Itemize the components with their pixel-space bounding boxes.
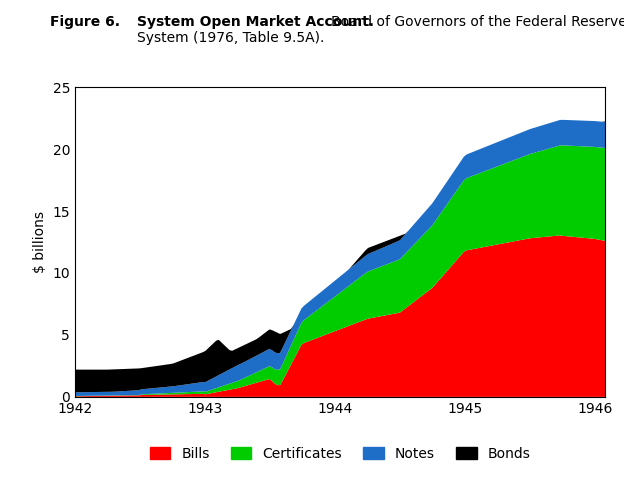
Text: Board of Governors of the Federal Reserve: Board of Governors of the Federal Reserv… bbox=[331, 15, 624, 29]
Y-axis label: $ billions: $ billions bbox=[33, 211, 47, 273]
Text: System (1976, Table 9.5A).: System (1976, Table 9.5A). bbox=[137, 31, 324, 45]
Text: Figure 6.: Figure 6. bbox=[50, 15, 120, 29]
Text: System Open Market Account.: System Open Market Account. bbox=[137, 15, 374, 29]
Legend: Bills, Certificates, Notes, Bonds: Bills, Certificates, Notes, Bonds bbox=[144, 441, 536, 466]
